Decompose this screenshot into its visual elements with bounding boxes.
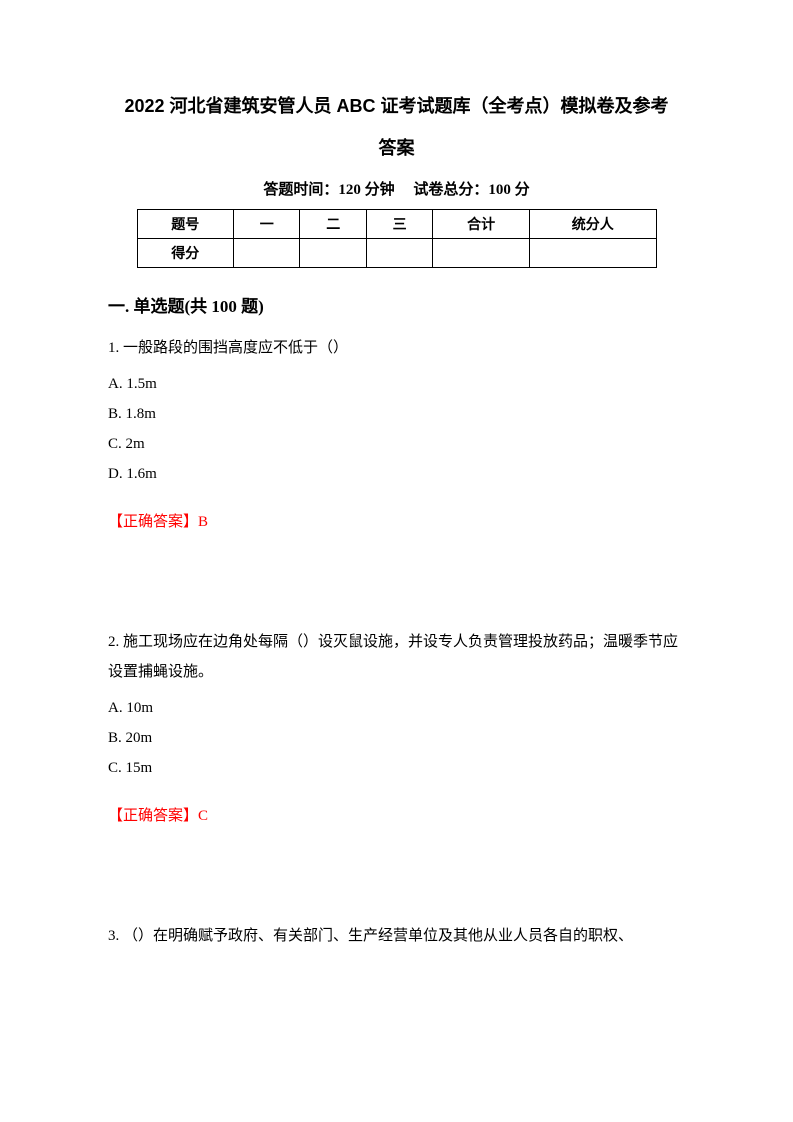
section-heading: 一. 单选题(共 100 题)	[108, 292, 685, 317]
table-row: 题号 一 二 三 合计 统分人	[137, 210, 656, 239]
option: B. 1.8m	[108, 399, 685, 429]
table-cell	[366, 239, 432, 268]
document-title-line2: 答案	[108, 134, 685, 160]
table-cell	[300, 239, 366, 268]
table-cell: 统分人	[529, 210, 656, 239]
table-cell: 二	[300, 210, 366, 239]
option: A. 10m	[108, 693, 685, 723]
spacer	[108, 851, 685, 921]
table-cell: 合计	[433, 210, 530, 239]
exam-score-label: 试卷总分：100 分	[413, 182, 529, 198]
question-text: 1. 一般路段的围挡高度应不低于（）	[108, 333, 685, 363]
option: D. 1.6m	[108, 459, 685, 489]
question-text: 2. 施工现场应在边角处每隔（）设灭鼠设施，并设专人负责管理投放药品；温暖季节应…	[108, 627, 685, 687]
exam-info: 答题时间：120 分钟 试卷总分：100 分	[108, 178, 685, 199]
document-title-line1: 2022 河北省建筑安管人员 ABC 证考试题库（全考点）模拟卷及参考	[108, 90, 685, 122]
table-cell	[234, 239, 300, 268]
question-block: 3. （）在明确赋予政府、有关部门、生产经营单位及其他从业人员各自的职权、	[108, 921, 685, 951]
option: A. 1.5m	[108, 369, 685, 399]
exam-time-label: 答题时间：120 分钟	[263, 182, 394, 198]
question-body: （）在明确赋予政府、有关部门、生产经营单位及其他从业人员各自的职权、	[123, 928, 633, 944]
table-cell	[529, 239, 656, 268]
question-body: 施工现场应在边角处每隔（）设灭鼠设施，并设专人负责管理投放药品；温暖季节应设置捕…	[108, 634, 678, 680]
question-text: 3. （）在明确赋予政府、有关部门、生产经营单位及其他从业人员各自的职权、	[108, 921, 685, 951]
question-number: 1.	[108, 340, 119, 356]
table-cell	[433, 239, 530, 268]
question-number: 3.	[108, 928, 119, 944]
option: B. 20m	[108, 723, 685, 753]
table-row: 得分	[137, 239, 656, 268]
option: C. 2m	[108, 429, 685, 459]
answer-label: 【正确答案】B	[108, 507, 685, 537]
table-cell: 得分	[137, 239, 234, 268]
table-cell: 题号	[137, 210, 234, 239]
answer-label: 【正确答案】C	[108, 801, 685, 831]
spacer	[108, 557, 685, 627]
table-cell: 一	[234, 210, 300, 239]
question-block: 1. 一般路段的围挡高度应不低于（） A. 1.5m B. 1.8m C. 2m…	[108, 333, 685, 537]
question-body: 一般路段的围挡高度应不低于（）	[123, 340, 348, 356]
question-block: 2. 施工现场应在边角处每隔（）设灭鼠设施，并设专人负责管理投放药品；温暖季节应…	[108, 627, 685, 831]
option: C. 15m	[108, 753, 685, 783]
question-number: 2.	[108, 634, 119, 650]
score-table: 题号 一 二 三 合计 统分人 得分	[137, 209, 657, 268]
table-cell: 三	[366, 210, 432, 239]
